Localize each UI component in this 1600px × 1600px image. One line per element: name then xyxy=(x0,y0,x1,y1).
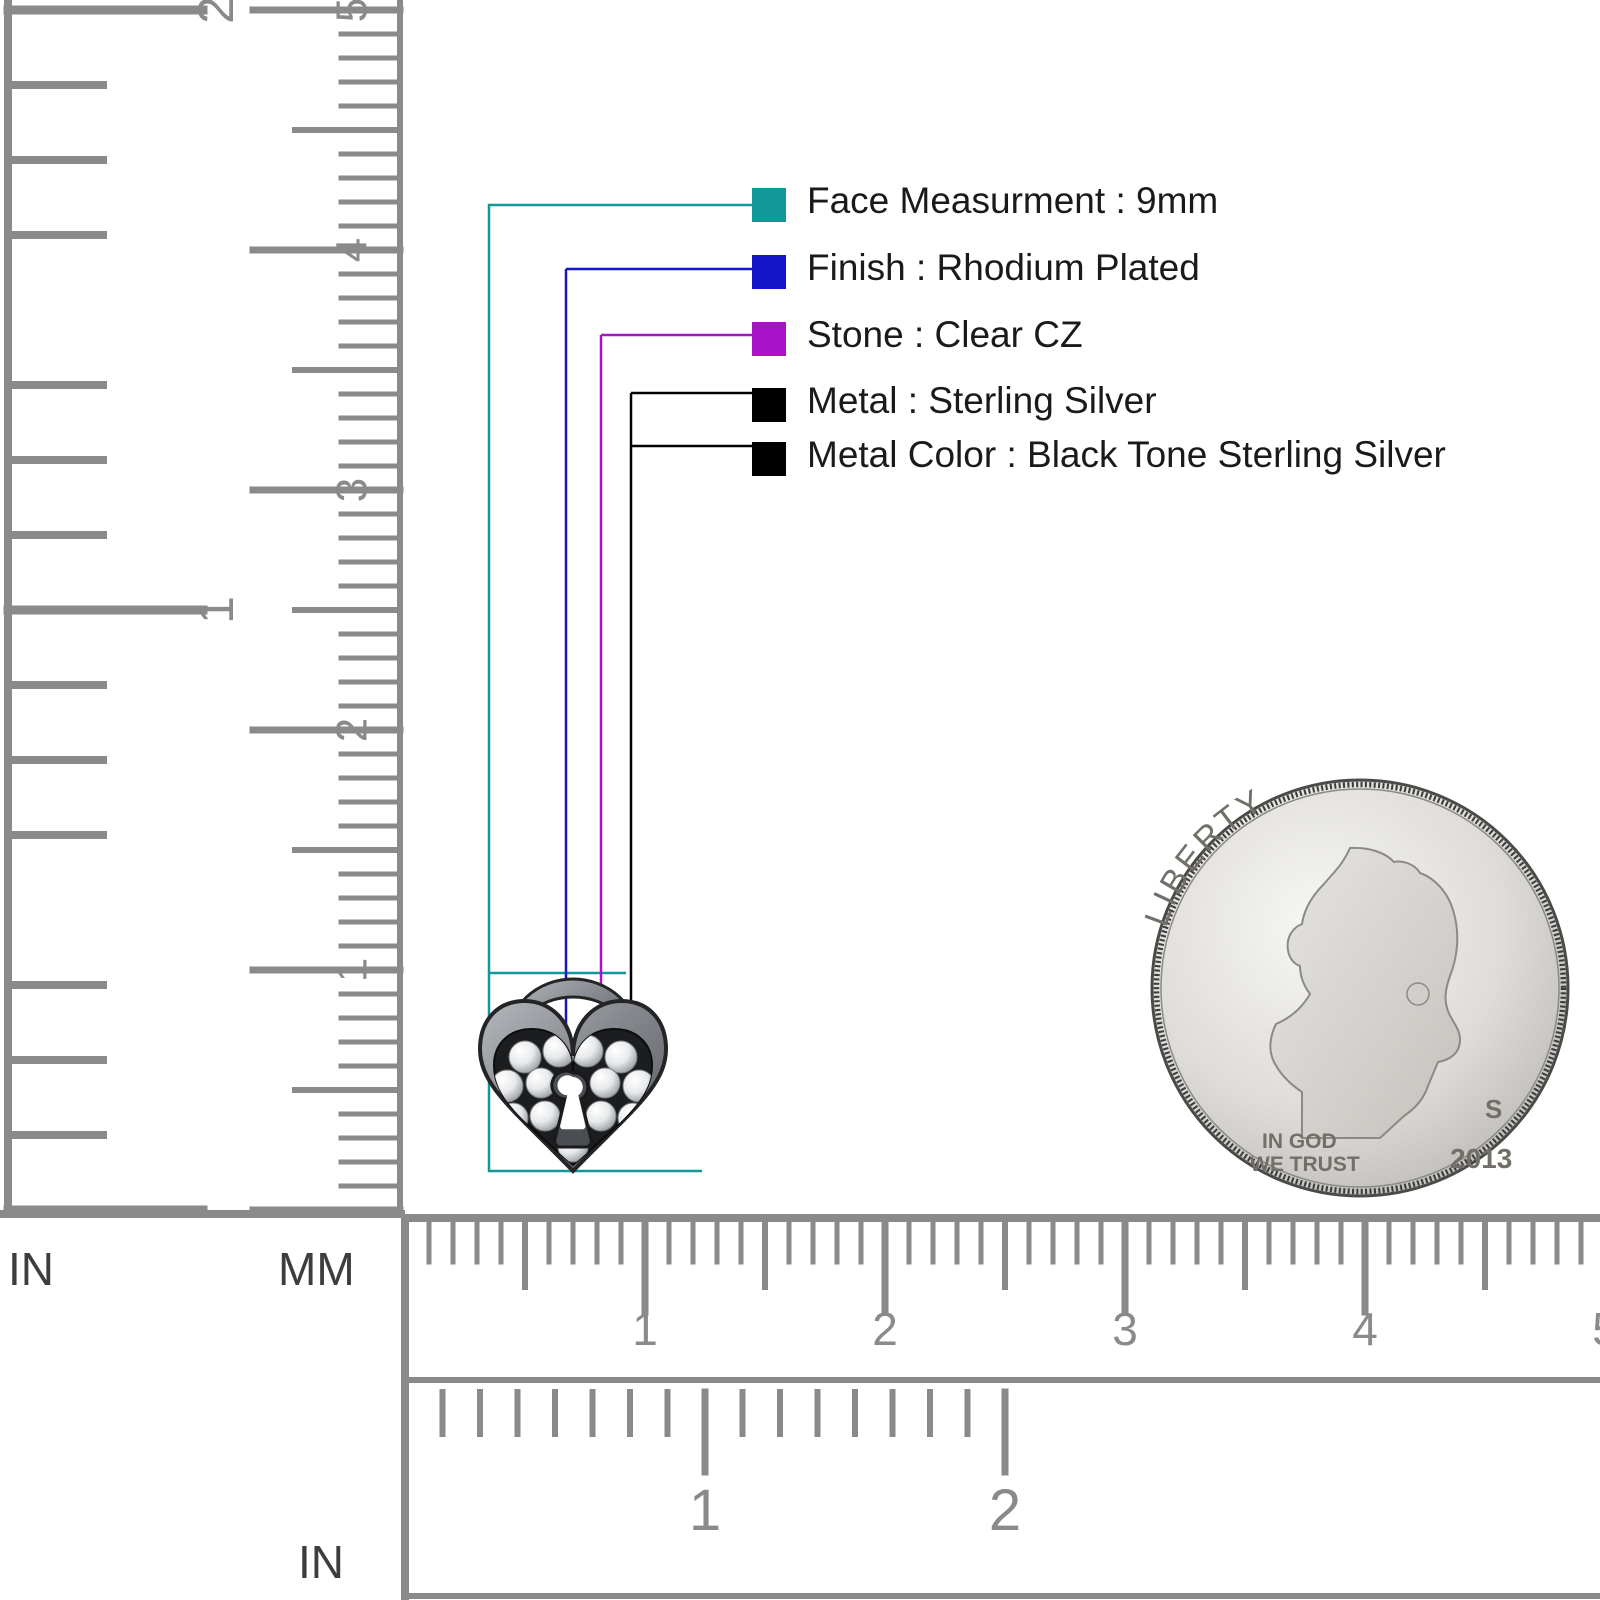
svg-text:WE TRUST: WE TRUST xyxy=(1250,1153,1360,1176)
svg-text:S: S xyxy=(1485,1094,1502,1124)
svg-text:1: 1 xyxy=(188,596,244,624)
svg-text:2: 2 xyxy=(989,1478,1021,1543)
svg-text:IN: IN xyxy=(298,1536,344,1588)
svg-text:Face Measurment : 9mm: Face Measurment : 9mm xyxy=(807,180,1218,221)
svg-text:4: 4 xyxy=(328,238,377,262)
svg-text:Stone : Clear CZ: Stone : Clear CZ xyxy=(807,314,1083,355)
svg-text:2: 2 xyxy=(872,1303,898,1355)
svg-text:3: 3 xyxy=(1112,1303,1138,1355)
svg-text:2: 2 xyxy=(188,0,244,24)
svg-text:5: 5 xyxy=(1592,1303,1600,1355)
svg-text:IN: IN xyxy=(8,1243,54,1295)
svg-text:Finish : Rhodium Plated: Finish : Rhodium Plated xyxy=(807,247,1200,288)
svg-text:2013: 2013 xyxy=(1450,1143,1512,1174)
svg-text:5: 5 xyxy=(328,0,377,22)
svg-text:Metal : Sterling Silver: Metal : Sterling Silver xyxy=(807,380,1157,421)
svg-text:Metal Color : Black Tone Sterl: Metal Color : Black Tone Sterling Silver xyxy=(807,434,1446,475)
svg-text:MM: MM xyxy=(278,1243,355,1295)
svg-text:3: 3 xyxy=(328,478,377,502)
svg-text:1: 1 xyxy=(689,1478,721,1543)
svg-text:4: 4 xyxy=(1352,1303,1378,1355)
svg-text:1: 1 xyxy=(632,1303,658,1355)
svg-text:IN GOD: IN GOD xyxy=(1262,1130,1337,1153)
svg-text:2: 2 xyxy=(328,718,377,742)
svg-text:1: 1 xyxy=(328,958,377,982)
